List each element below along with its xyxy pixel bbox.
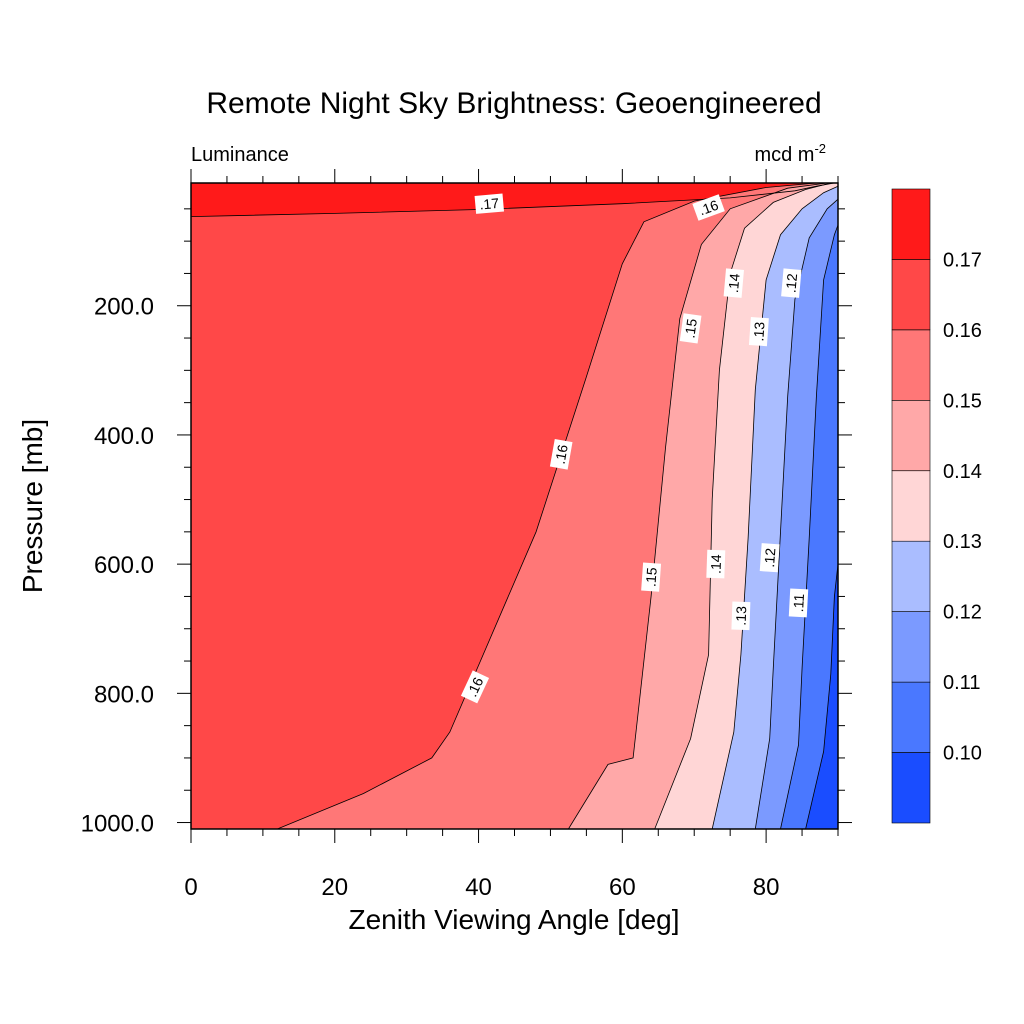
y-axis-tick-labels: 200.0 400.0 600.0 800.0 1000.0 xyxy=(81,294,154,838)
x-tick-label: 20 xyxy=(321,874,348,901)
contour-line-0.1 xyxy=(805,564,839,830)
y-tick-label: 200.0 xyxy=(94,294,154,321)
axis-ticks xyxy=(177,169,852,843)
left-subtitle: Luminance xyxy=(191,144,289,166)
colorbar-box xyxy=(891,611,931,683)
contour-line-labels: .17 .16 .16 .16 .15 .15 .14 .14 .13 .13 .12 .12 .11 xyxy=(460,193,809,704)
colorbar-box xyxy=(891,752,931,824)
contour-label-box xyxy=(788,588,809,618)
contour-label-text: .13 xyxy=(750,321,767,342)
colorbar-label: 0.12 xyxy=(943,602,982,624)
contour-line-0.14 xyxy=(654,182,831,830)
contour-label-box xyxy=(474,193,505,214)
colorbar-box xyxy=(891,259,931,331)
band-below-0.11 xyxy=(780,225,838,829)
contour-label-box xyxy=(723,268,744,298)
colorbar: 0.10 0.11 0.12 0.13 0.14 0.15 0.16 0.17 xyxy=(891,188,982,824)
contour-label-box xyxy=(706,549,726,579)
y-tick-label: 800.0 xyxy=(94,681,154,708)
contour-label: .15 xyxy=(679,313,702,344)
contour-label: .16 xyxy=(549,438,573,470)
contour-label: .17 xyxy=(474,193,505,214)
contour-label: .16 xyxy=(460,670,490,704)
y-axis-label: Pressure [mb] xyxy=(17,419,48,593)
colorbar-box xyxy=(891,681,931,753)
contour-label-box xyxy=(781,268,802,298)
contour-label-text: .16 xyxy=(697,197,721,219)
colorbar-label: 0.13 xyxy=(943,531,982,553)
colorbar-label: 0.17 xyxy=(943,249,982,271)
y-tick-label: 600.0 xyxy=(94,552,154,579)
contour-label-text: .14 xyxy=(725,272,743,293)
contour-label-box xyxy=(731,601,751,631)
colorbar-label: 0.15 xyxy=(943,390,982,412)
colorbar-label: 0.11 xyxy=(943,672,980,694)
contour-label: .14 xyxy=(723,268,744,298)
contour-label-text: .12 xyxy=(761,547,778,568)
contour-label: .12 xyxy=(781,268,802,298)
band-below-0.1 xyxy=(805,564,838,829)
contour-line-0.12 xyxy=(754,198,839,830)
contour-line-0.11 xyxy=(780,224,839,830)
colorbar-box xyxy=(891,188,931,260)
contour-label: .14 xyxy=(706,549,726,579)
contour-label-box xyxy=(692,194,725,221)
units-superscript: -2 xyxy=(814,141,826,156)
contour-label: .12 xyxy=(759,543,780,573)
right-subtitle: mcd m-2 xyxy=(754,141,826,166)
chart-title: Remote Night Sky Brightness: Geoengineer… xyxy=(206,87,821,120)
contour-label-box xyxy=(460,670,490,704)
contour-label-box xyxy=(549,438,573,470)
contour-label-text: .14 xyxy=(707,554,724,574)
colorbar-box xyxy=(891,540,931,612)
colorbar-label: 0.10 xyxy=(943,743,982,765)
colorbar-box xyxy=(891,399,931,471)
plot-frame xyxy=(190,182,839,830)
contour-label: .15 xyxy=(641,562,662,592)
contour-label-text: .12 xyxy=(782,272,800,293)
y-tick-label: 1000.0 xyxy=(81,811,154,838)
contour-label: .13 xyxy=(731,601,751,631)
contour-label-text: .16 xyxy=(464,675,487,700)
colorbar-label: 0.16 xyxy=(943,320,982,342)
contour-line-0.15 xyxy=(568,182,828,830)
contour-label-box xyxy=(641,562,662,592)
colorbar-label: 0.14 xyxy=(943,461,982,483)
contour-label: .13 xyxy=(748,317,769,347)
x-tick-label: 40 xyxy=(465,874,492,901)
colorbar-box xyxy=(891,470,931,542)
contour-label-text: .15 xyxy=(681,317,700,339)
contour-label-box xyxy=(748,317,769,347)
x-axis-tick-labels: 0 20 40 60 80 xyxy=(184,874,779,901)
contour-label: .16 xyxy=(692,194,725,221)
colorbar-box xyxy=(891,329,931,401)
contour-label-box xyxy=(679,313,702,344)
units-text: mcd m xyxy=(754,144,814,166)
x-tick-label: 80 xyxy=(753,874,780,901)
y-tick-label: 400.0 xyxy=(94,423,154,450)
contour-label-text: .17 xyxy=(479,195,500,213)
contour-label-text: .11 xyxy=(790,593,807,612)
contour-label-text: .16 xyxy=(552,443,571,465)
x-axis-label: Zenith Viewing Angle [deg] xyxy=(348,904,679,935)
x-tick-label: 0 xyxy=(184,874,197,901)
contour-label-box xyxy=(759,543,780,573)
x-tick-label: 60 xyxy=(609,874,636,901)
contour-label: .11 xyxy=(788,588,809,618)
contour-label-text: .13 xyxy=(733,606,750,626)
contour-label-text: .15 xyxy=(642,567,659,588)
contour-line-0.17 xyxy=(190,182,835,217)
